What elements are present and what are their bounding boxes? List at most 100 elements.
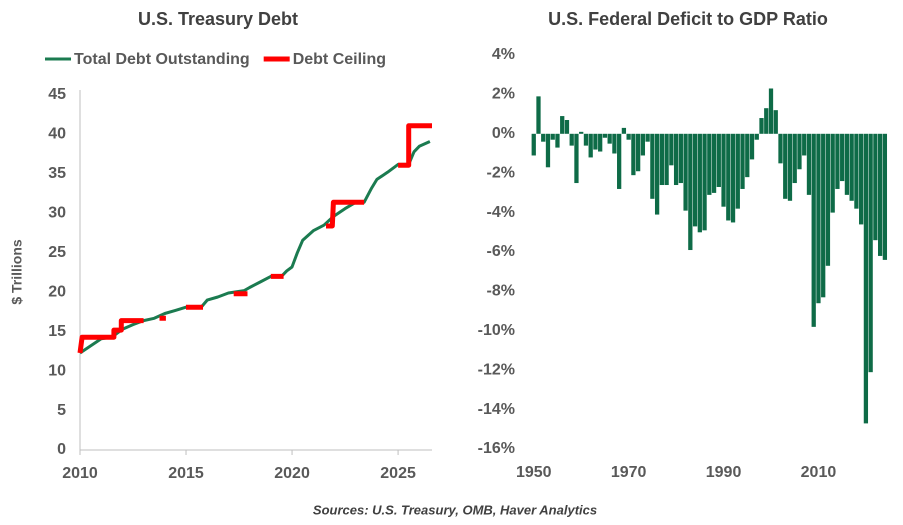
bar xyxy=(806,133,812,195)
chart-title: U.S. Federal Deficit to GDP Ratio xyxy=(548,9,828,29)
bar xyxy=(754,133,759,140)
bar xyxy=(564,120,570,134)
bar xyxy=(778,133,783,164)
bar xyxy=(560,116,565,134)
y-axis-label: $ Trillions xyxy=(9,239,25,305)
bar xyxy=(645,133,650,142)
bar xyxy=(588,133,593,158)
bar xyxy=(583,133,589,146)
bar xyxy=(650,133,655,199)
bar xyxy=(768,88,774,134)
bar xyxy=(868,133,873,373)
bar xyxy=(697,133,702,233)
bar xyxy=(787,133,793,201)
bar xyxy=(825,133,831,266)
y-tick-label: -10% xyxy=(478,322,515,339)
bar xyxy=(711,133,717,193)
bar xyxy=(531,133,536,156)
bar xyxy=(749,133,755,160)
y-tick-label: 45 xyxy=(48,86,66,103)
bar xyxy=(830,133,835,213)
bar xyxy=(802,133,807,156)
bar xyxy=(626,133,631,140)
y-tick-label: 30 xyxy=(48,205,66,222)
bar xyxy=(593,133,598,150)
bar xyxy=(545,133,551,168)
bar xyxy=(631,133,636,176)
y-tick-label: 0% xyxy=(492,125,515,142)
bar xyxy=(688,133,693,251)
y-tick-label: -12% xyxy=(478,361,515,378)
bar xyxy=(555,133,560,148)
x-tick-label: 2015 xyxy=(168,465,204,482)
x-tick-label: 2010 xyxy=(62,465,98,482)
bar xyxy=(716,133,721,187)
bar xyxy=(726,133,731,221)
bar xyxy=(773,110,778,134)
y-tick-label: 4% xyxy=(492,46,515,63)
y-tick-label: 15 xyxy=(48,323,66,340)
x-tick-label: 1990 xyxy=(706,464,742,481)
bar xyxy=(673,133,679,186)
bar xyxy=(621,127,627,134)
bar xyxy=(854,133,859,209)
bar xyxy=(569,133,574,146)
bar xyxy=(878,133,883,256)
y-tick-label: 40 xyxy=(48,126,66,143)
y-tick-label: -16% xyxy=(478,440,515,457)
bar xyxy=(536,96,541,134)
bar xyxy=(844,133,850,195)
y-tick-label: 25 xyxy=(48,244,66,261)
bar xyxy=(550,133,555,140)
y-tick-label: 2% xyxy=(492,86,515,103)
y-tick-label: 5 xyxy=(57,402,66,419)
bar xyxy=(602,133,608,138)
bar xyxy=(607,133,612,144)
y-tick-label: -4% xyxy=(487,204,515,221)
bar xyxy=(873,133,878,241)
series-line xyxy=(77,123,432,354)
bar xyxy=(811,133,816,327)
chart-title: U.S. Treasury Debt xyxy=(138,9,298,29)
y-tick-label: 35 xyxy=(48,165,66,182)
bar xyxy=(783,133,788,199)
bar xyxy=(730,133,736,223)
bar xyxy=(692,133,698,227)
bar xyxy=(849,133,854,201)
y-tick-label: -14% xyxy=(478,401,515,418)
legend-label: Total Debt Outstanding xyxy=(74,51,250,68)
x-tick-label: 2010 xyxy=(801,464,837,481)
bar xyxy=(598,133,603,152)
bar xyxy=(792,133,797,184)
bar xyxy=(821,133,826,298)
y-tick-label: -8% xyxy=(487,283,515,300)
x-tick-label: 2025 xyxy=(380,465,416,482)
bar xyxy=(541,133,546,142)
bar xyxy=(882,133,888,260)
bar xyxy=(740,133,745,189)
y-tick-label: 0 xyxy=(57,441,66,458)
bar xyxy=(654,133,660,215)
bar xyxy=(745,133,750,178)
y-tick-label: -2% xyxy=(487,164,515,181)
bar xyxy=(612,133,617,154)
bar xyxy=(678,133,683,184)
source-note: Sources: U.S. Treasury, OMB, Haver Analy… xyxy=(313,502,597,517)
y-tick-label: 20 xyxy=(48,283,66,300)
bar xyxy=(707,133,712,195)
y-tick-label: -6% xyxy=(487,243,515,260)
bar xyxy=(636,133,641,172)
bar xyxy=(863,133,869,424)
bar xyxy=(574,133,579,184)
bar xyxy=(735,133,740,209)
bar xyxy=(721,133,726,207)
bar xyxy=(859,133,864,225)
legend-label: Debt Ceiling xyxy=(293,51,386,68)
bar xyxy=(840,133,845,182)
x-tick-label: 1970 xyxy=(611,464,647,481)
x-tick-label: 2020 xyxy=(274,465,310,482)
bar xyxy=(702,133,707,231)
bar xyxy=(816,133,821,304)
bar xyxy=(835,133,840,189)
bar xyxy=(797,133,802,170)
